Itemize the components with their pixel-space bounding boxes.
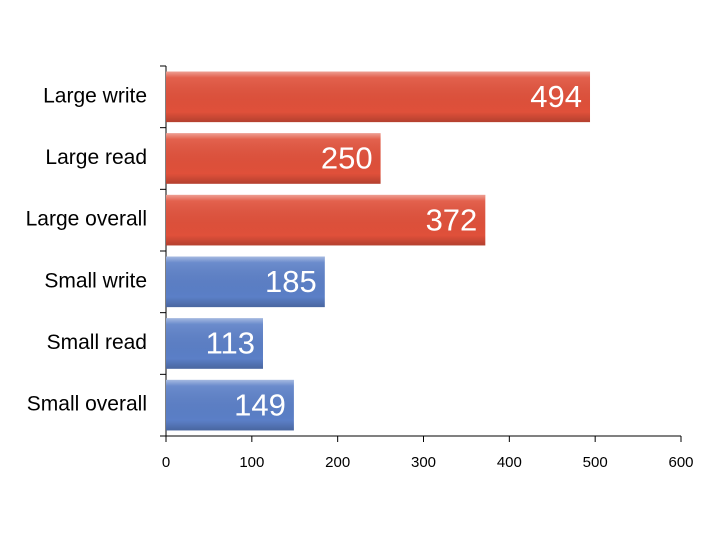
- y-tick-label: Small read: [47, 331, 147, 354]
- value-label: 250: [321, 141, 373, 176]
- x-tick-label: 200: [325, 454, 350, 471]
- y-tick-label: Small overall: [27, 393, 147, 416]
- value-label: 113: [206, 326, 255, 361]
- x-tick-label: 600: [668, 454, 693, 471]
- x-tick-label: 100: [239, 454, 264, 471]
- x-tick-label: 400: [497, 454, 522, 471]
- y-tick-label: Large overall: [26, 208, 147, 231]
- bar-gloss: [166, 256, 325, 308]
- value-label: 149: [234, 387, 286, 422]
- bar-gloss: [166, 379, 294, 431]
- y-tick-label: Large read: [45, 146, 147, 169]
- value-label: 372: [426, 202, 478, 237]
- y-tick-label: Large write: [43, 84, 147, 107]
- x-tick-label: 300: [411, 454, 436, 471]
- bar-gloss: [166, 71, 591, 123]
- bar-gloss: [166, 133, 381, 184]
- value-label: 494: [530, 79, 582, 114]
- bar-gloss: [166, 318, 263, 369]
- x-tick-label: 500: [583, 454, 608, 471]
- value-label: 185: [265, 264, 317, 299]
- bar-gloss: [166, 194, 486, 246]
- x-tick-label: 0: [162, 454, 170, 471]
- y-tick-label: Small write: [44, 269, 147, 292]
